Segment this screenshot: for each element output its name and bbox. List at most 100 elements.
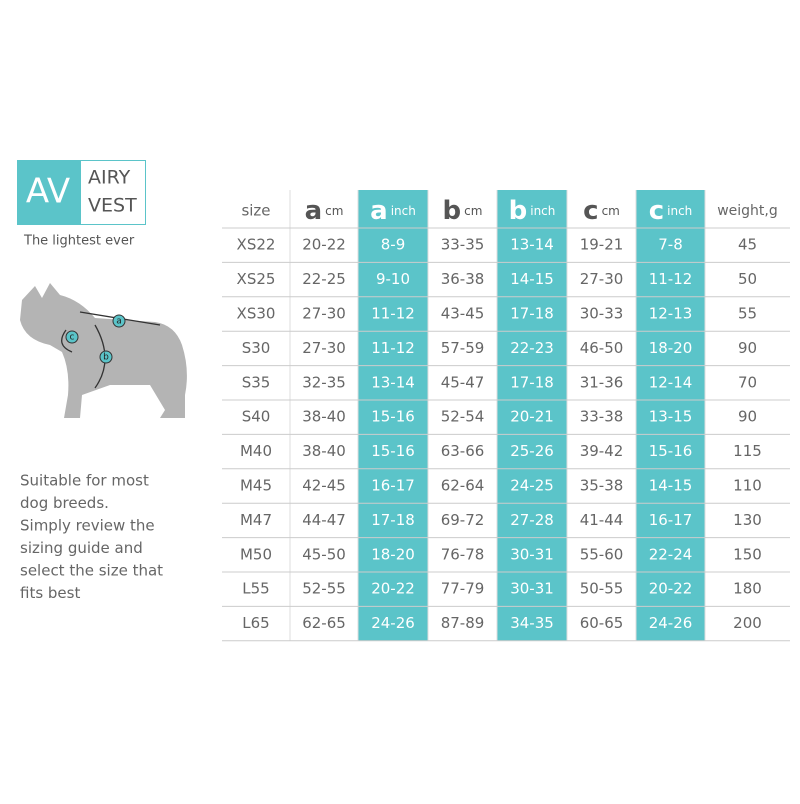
table-cell: 9-10 [376, 270, 410, 288]
table-cell: 27-30 [302, 339, 346, 357]
table-cell: 130 [733, 511, 762, 529]
table-cell: L55 [242, 580, 269, 598]
table-cell: 14-15 [510, 270, 554, 288]
table-cell: 62-64 [441, 477, 485, 495]
table-cell: 24-26 [371, 614, 415, 632]
table-cell: M40 [240, 442, 272, 460]
label-circle [65, 330, 79, 344]
table-cell: 87-89 [441, 614, 485, 632]
table-cell: XS25 [237, 270, 276, 288]
table-cell: 50 [738, 270, 757, 288]
table-cell: 15-16 [371, 408, 415, 426]
table-cell: 20-21 [510, 408, 554, 426]
table-cell: 7-8 [658, 236, 683, 254]
table-cell: 15-16 [649, 442, 693, 460]
header-letter: a [370, 196, 388, 226]
table-cell: 69-72 [441, 511, 485, 529]
table-cell: 42-45 [302, 477, 346, 495]
header-letter: b [509, 196, 528, 226]
table-cell: 180 [733, 580, 762, 598]
description-line: Suitable for most [20, 472, 149, 490]
header-unit: cm [602, 204, 620, 218]
table-cell: 20-22 [302, 236, 346, 254]
label-circle [112, 314, 126, 328]
table-cell: 45-47 [441, 373, 485, 391]
table-cell: 44-47 [302, 511, 346, 529]
table-cell: 12-14 [649, 373, 693, 391]
table-cell: 22-24 [649, 545, 693, 563]
table-cell: 17-18 [510, 373, 554, 391]
table-cell: 52-55 [302, 580, 346, 598]
table-cell: 31-36 [580, 373, 624, 391]
header-cell: weight,g [717, 203, 778, 219]
table-cell: 18-20 [371, 545, 415, 563]
table-cell: 115 [733, 442, 762, 460]
table-cell: 77-79 [441, 580, 485, 598]
table-cell: 27-28 [510, 511, 554, 529]
header-cell: b inch [509, 196, 556, 226]
description-line: dog breeds. [20, 494, 109, 512]
header-letter: c [649, 196, 664, 226]
table-cell: 46-50 [580, 339, 624, 357]
measure-label: a [116, 317, 122, 327]
table-cell: 50-55 [580, 580, 624, 598]
table-cell: 27-30 [302, 305, 346, 323]
description-line: select the size that [20, 562, 163, 580]
table-cell: 11-12 [371, 339, 415, 357]
measure-label: b [103, 353, 109, 363]
table-cell: 22-25 [302, 270, 346, 288]
table-cell: 20-22 [371, 580, 415, 598]
table-cell: M45 [240, 477, 272, 495]
table-cell: 15-16 [371, 442, 415, 460]
table-cell: S40 [242, 408, 271, 426]
table-cell: 38-40 [302, 442, 346, 460]
table-cell: S30 [242, 339, 271, 357]
table-cell: 20-22 [649, 580, 693, 598]
label-circle [99, 350, 113, 364]
table-cell: XS30 [237, 305, 276, 323]
header-cell: a cm [305, 196, 344, 226]
table-cell: 24-26 [649, 614, 693, 632]
table-cell: 11-12 [371, 305, 415, 323]
header-cell: a inch [370, 196, 416, 226]
description-line: Simply review the [20, 517, 155, 535]
table-cell: 18-20 [649, 339, 693, 357]
table-cell: XS22 [237, 236, 276, 254]
table-cell: 19-21 [580, 236, 624, 254]
header-letter: c [583, 196, 598, 226]
header-unit: inch [530, 204, 555, 218]
table-cell: 17-18 [371, 511, 415, 529]
table-cell: 60-65 [580, 614, 624, 632]
table-cell: 90 [738, 339, 757, 357]
table-cell: 14-15 [649, 477, 693, 495]
measure-label: c [70, 333, 75, 343]
header-unit: inch [391, 204, 416, 218]
header-unit: inch [667, 204, 692, 218]
table-cell: M50 [240, 545, 272, 563]
table-cell: 62-65 [302, 614, 346, 632]
table-cell: 33-35 [441, 236, 485, 254]
table-cell: 13-15 [649, 408, 693, 426]
table-cell: 45 [738, 236, 757, 254]
header-cell: b cm [443, 196, 483, 226]
table-cell: 36-38 [441, 270, 485, 288]
table-cell: 30-31 [510, 580, 554, 598]
header-letter: a [305, 196, 323, 226]
highlight-column [358, 190, 428, 641]
table-cell: 200 [733, 614, 762, 632]
logo-mark-box [17, 160, 80, 225]
table-cell: S35 [242, 373, 271, 391]
header-cell: c cm [583, 196, 620, 226]
table-cell: 55-60 [580, 545, 624, 563]
table-cell: 43-45 [441, 305, 485, 323]
header-cell: c inch [649, 196, 693, 226]
table-cell: 11-12 [649, 270, 693, 288]
tagline: The lightest ever [23, 234, 135, 249]
table-cell: 35-38 [580, 477, 624, 495]
header-letter: b [443, 196, 462, 226]
highlight-column [497, 190, 567, 641]
table-cell: 22-23 [510, 339, 554, 357]
highlight-column [636, 190, 705, 641]
table-cell: 45-50 [302, 545, 346, 563]
description-line: fits best [20, 584, 80, 602]
